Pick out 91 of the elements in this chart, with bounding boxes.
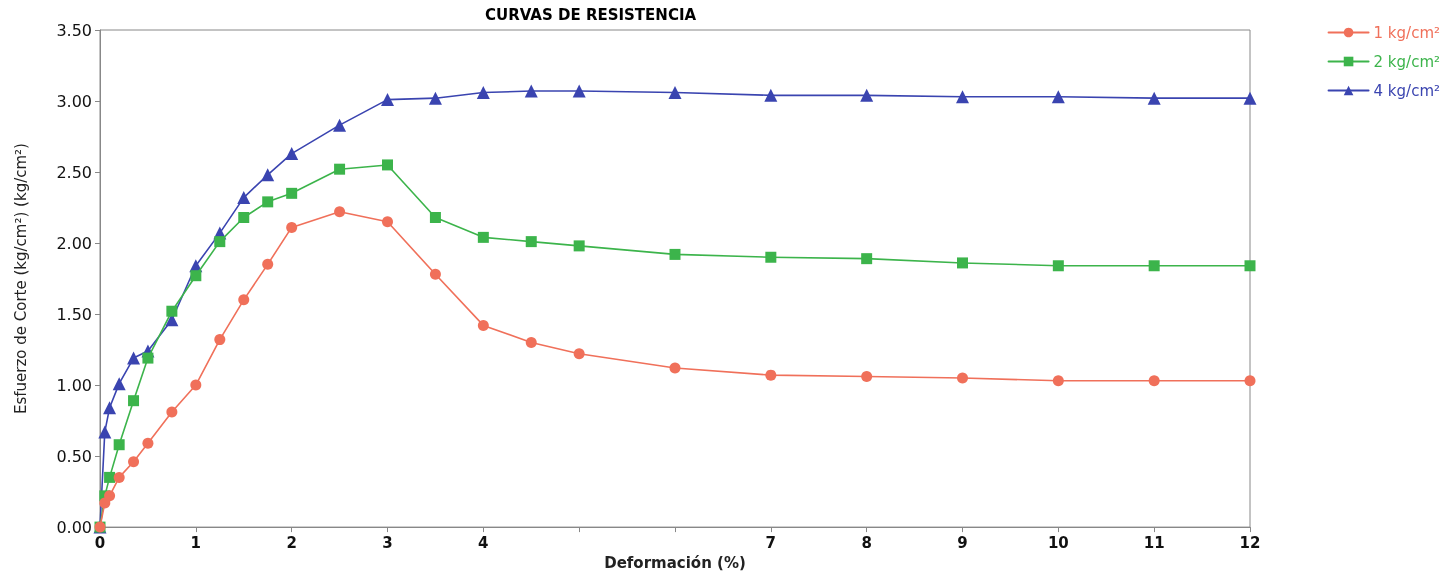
point [1148, 375, 1160, 387]
point [190, 270, 202, 282]
x-tick-label: 12 [1239, 533, 1261, 552]
x-axis-title: Deformación (%) [604, 553, 746, 572]
point [142, 437, 154, 449]
point [1051, 90, 1065, 104]
point [261, 168, 275, 182]
y-tick-label: 0.00 [56, 517, 92, 537]
point [524, 84, 538, 98]
point [428, 91, 442, 105]
point [128, 456, 140, 468]
point [286, 221, 298, 233]
point [525, 236, 537, 248]
point [286, 187, 298, 199]
point [166, 406, 178, 418]
point [190, 379, 202, 391]
point [113, 439, 125, 451]
y-tick-label: 2.00 [56, 233, 92, 253]
point [1244, 260, 1256, 272]
y-tick-label: 0.50 [56, 446, 92, 466]
point [382, 159, 393, 171]
point [1148, 260, 1160, 272]
point [238, 294, 250, 306]
point [142, 352, 154, 364]
y-tick-label: 3.50 [56, 20, 92, 40]
point [957, 257, 968, 269]
x-tick-label: 8 [861, 533, 872, 552]
point [429, 268, 441, 280]
point [764, 88, 778, 102]
point [669, 362, 681, 374]
point [333, 118, 347, 132]
point [525, 336, 537, 348]
legend-label: 2 kg/cm² [1373, 52, 1441, 71]
point [1244, 375, 1256, 387]
x-tick-label: 9 [957, 533, 968, 552]
point [104, 471, 116, 483]
point [262, 196, 274, 208]
legend-label: 1 kg/cm² [1373, 23, 1441, 42]
point [103, 401, 117, 415]
point [104, 490, 116, 502]
point [1243, 91, 1257, 105]
point [237, 191, 251, 205]
x-tick-label: 7 [765, 533, 777, 552]
x-tick-label: 11 [1143, 533, 1165, 552]
x-tick-label: 1 [190, 533, 202, 552]
x-tick-label: 3 [382, 533, 393, 552]
point [669, 248, 681, 260]
point [956, 90, 969, 104]
x-tick-label: 10 [1047, 533, 1069, 552]
point [334, 206, 346, 218]
point [127, 351, 141, 365]
point [765, 251, 777, 263]
point [112, 377, 126, 391]
point [572, 84, 586, 98]
point [477, 231, 489, 243]
point [113, 471, 125, 483]
point [765, 369, 777, 381]
point [1147, 91, 1161, 105]
point [573, 240, 585, 252]
y-axis-title: Esfuerzo de Corte (kg/cm²) (kg/cm²) [11, 143, 30, 415]
point [128, 395, 140, 407]
point [477, 319, 489, 331]
point [214, 236, 226, 248]
point [1052, 260, 1064, 272]
point [98, 425, 112, 439]
legend-label: 4 kg/cm² [1373, 81, 1441, 100]
point [285, 147, 299, 161]
point [238, 211, 250, 223]
point [957, 372, 968, 384]
point [861, 253, 873, 265]
point [861, 371, 873, 383]
point [668, 85, 682, 99]
point [573, 348, 585, 360]
y-tick-label: 2.50 [56, 162, 92, 182]
point [476, 85, 490, 99]
chart-title: CURVAS DE RESISTENCIA [485, 5, 697, 24]
point [214, 334, 226, 346]
point [382, 216, 393, 228]
point [166, 305, 178, 317]
y-tick-label: 3.00 [56, 91, 92, 111]
point [334, 163, 346, 175]
y-tick-label: 1.00 [56, 375, 92, 395]
point [860, 88, 874, 102]
point [429, 211, 441, 223]
y-tick-label: 1.50 [56, 304, 92, 324]
point [262, 258, 274, 270]
x-tick-label: 2 [286, 533, 297, 552]
x-tick-label: 0 [94, 533, 106, 552]
x-tick-label: 4 [478, 533, 489, 552]
point [1052, 375, 1064, 387]
point [381, 93, 394, 107]
